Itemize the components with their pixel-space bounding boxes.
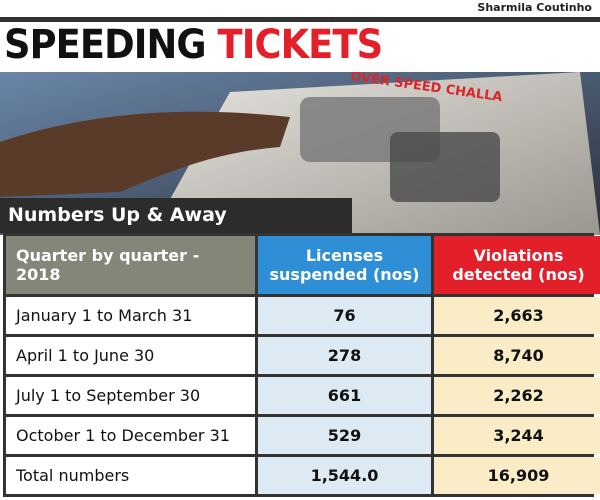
table-cell: Total numbers [6,457,255,494]
table-cell: 2,262 [434,377,600,414]
header-cell: Violations detected (nos) [434,236,600,294]
header-cell: Licenses suspended (nos) [258,236,431,294]
title: SPEEDING TICKETS [4,22,384,68]
table-cell: 8,740 [434,337,600,374]
table-cell: 1,544.0 [258,457,431,494]
table-cell: July 1 to September 30 [6,377,255,414]
credit: Sharmila Coutinho [477,1,592,14]
table-cell: April 1 to June 30 [6,337,255,374]
table-cell: 76 [258,297,431,334]
top-rule [0,17,600,22]
table-cell: 3,244 [434,417,600,454]
header-cell: Quarter by quarter - 2018 [6,236,255,294]
table-cell: October 1 to December 31 [6,417,255,454]
table-cell: 2,663 [434,297,600,334]
table-cell: January 1 to March 31 [6,297,255,334]
title-part: TICKETS [217,22,384,68]
subtitle: Numbers Up & Away [0,198,352,233]
table: Quarter by quarter - 2018 Licenses suspen… [3,233,600,497]
table-cell: 661 [258,377,431,414]
table-cell: 529 [258,417,431,454]
table-cell: 278 [258,337,431,374]
title-part: SPEEDING [4,22,207,68]
table-cell: 16,909 [434,457,600,494]
